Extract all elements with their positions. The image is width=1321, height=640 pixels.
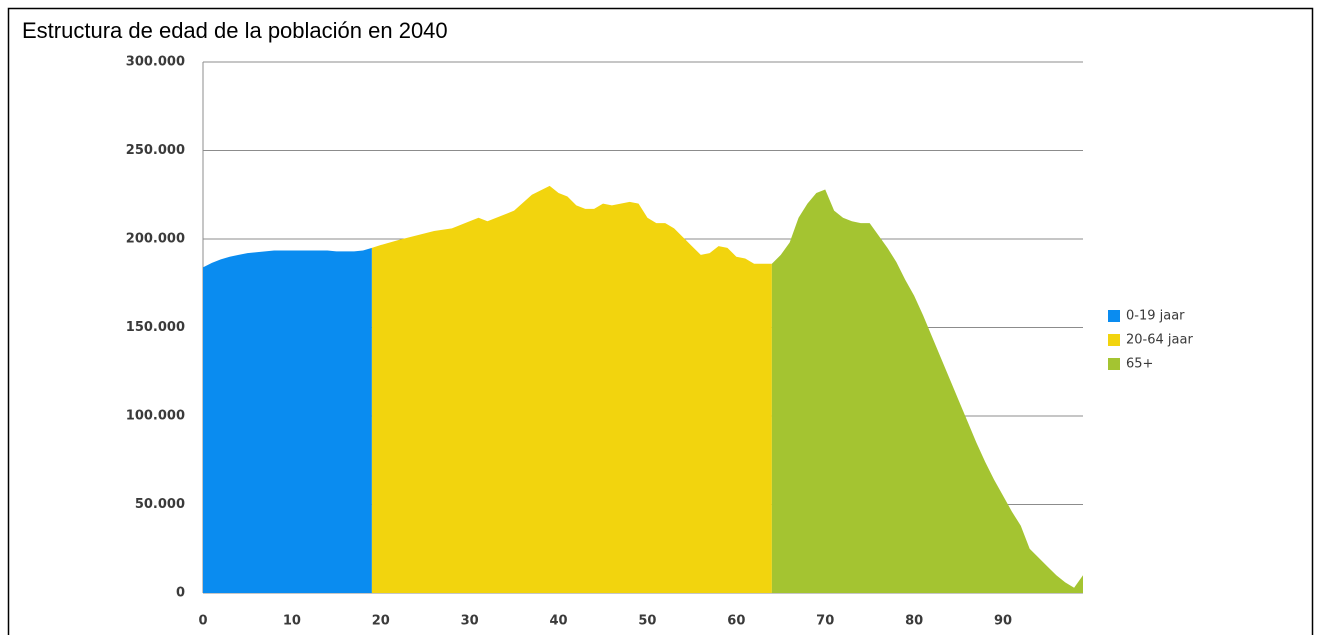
y-tick-label: 50.000 <box>135 497 185 512</box>
frame <box>7 7 1314 640</box>
x-tick-label: 60 <box>727 614 745 629</box>
legend-label: 20-64 jaar <box>1126 333 1193 348</box>
area <box>371 185 772 593</box>
x-tick-label: 30 <box>461 614 479 629</box>
chart-title: Estructura de edad de la población en 20… <box>22 18 448 43</box>
y-tick-label: 250.000 <box>126 143 185 158</box>
y-tick-label: 100.000 <box>126 409 185 424</box>
legend-label: 65+ <box>1126 357 1153 372</box>
legend-swatch <box>1108 358 1120 370</box>
y-tick-label: 200.000 <box>126 232 185 247</box>
area <box>203 247 372 593</box>
legend-label: 0-19 jaar <box>1126 309 1185 324</box>
x-tick-label: 20 <box>372 614 390 629</box>
x-tick-label: 80 <box>905 614 923 629</box>
area <box>771 189 1083 593</box>
x-tick-label: 40 <box>550 614 568 629</box>
legend-swatch <box>1108 310 1120 322</box>
x-tick-label: 50 <box>638 614 656 629</box>
y-tick-label: 0 <box>176 586 185 601</box>
x-tick-label: 90 <box>994 614 1012 629</box>
legend-swatch <box>1108 334 1120 346</box>
x-tick-label: 70 <box>816 614 834 629</box>
x-tick-label: 10 <box>283 614 301 629</box>
y-tick-label: 150.000 <box>126 320 185 335</box>
x-tick-label: 0 <box>198 614 207 629</box>
y-tick-label: 300.000 <box>126 55 185 70</box>
